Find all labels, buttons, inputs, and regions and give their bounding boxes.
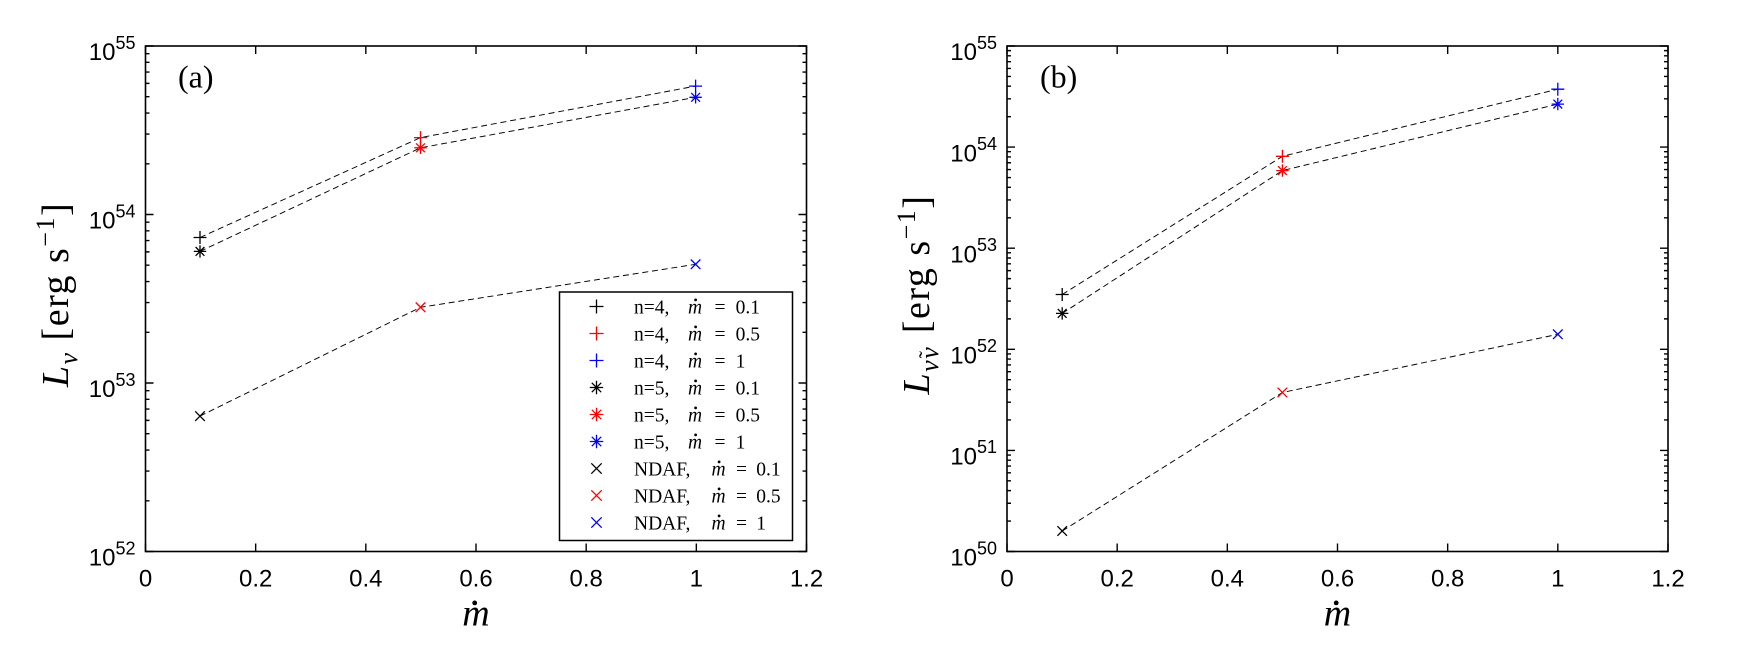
svg-text:n=5,m=0.5: n=5, m = 0.5 bbox=[634, 405, 760, 426]
svg-text:n=5,m=1: n=5, m = 1 bbox=[634, 432, 745, 453]
svg-text:NDAF,m=0.1: NDAF, m = 0.1 bbox=[634, 459, 781, 480]
svg-text:NDAF,m=1: NDAF, m = 1 bbox=[634, 513, 766, 534]
svg-text:1.2: 1.2 bbox=[790, 566, 823, 593]
svg-text:1: 1 bbox=[1551, 566, 1564, 593]
svg-text:m: m bbox=[1324, 593, 1351, 635]
svg-text:(b): (b) bbox=[1040, 59, 1077, 95]
svg-text:0.2: 0.2 bbox=[1100, 566, 1133, 593]
svg-text:n=4,m=1: n=4, m = 1 bbox=[634, 351, 745, 372]
svg-text:0.4: 0.4 bbox=[349, 566, 382, 593]
svg-text:NDAF,m=0.5: NDAF, m = 0.5 bbox=[634, 486, 781, 507]
svg-text:m: m bbox=[462, 593, 489, 635]
svg-text:(a): (a) bbox=[178, 59, 214, 95]
svg-text:0: 0 bbox=[1000, 566, 1013, 593]
svg-text:n=5,m=0.1: n=5, m = 0.1 bbox=[634, 378, 760, 399]
svg-text:0.6: 0.6 bbox=[459, 566, 492, 593]
svg-text:Lνν˜ [erg s−1]: Lνν˜ [erg s−1] bbox=[892, 195, 944, 396]
svg-text:1.2: 1.2 bbox=[1651, 566, 1684, 593]
svg-text:n=4,m=0.1: n=4, m = 0.1 bbox=[634, 297, 760, 318]
svg-text:0.6: 0.6 bbox=[1321, 566, 1354, 593]
svg-text:n=4,m=0.5: n=4, m = 0.5 bbox=[634, 324, 760, 345]
svg-text:0: 0 bbox=[139, 566, 152, 593]
svg-text:0.2: 0.2 bbox=[239, 566, 272, 593]
svg-text:0.4: 0.4 bbox=[1211, 566, 1244, 593]
svg-text:0.8: 0.8 bbox=[569, 566, 602, 593]
svg-text:1: 1 bbox=[690, 566, 703, 593]
svg-text:Lν [erg s−1]: Lν [erg s−1] bbox=[31, 202, 83, 388]
svg-text:0.8: 0.8 bbox=[1431, 566, 1464, 593]
